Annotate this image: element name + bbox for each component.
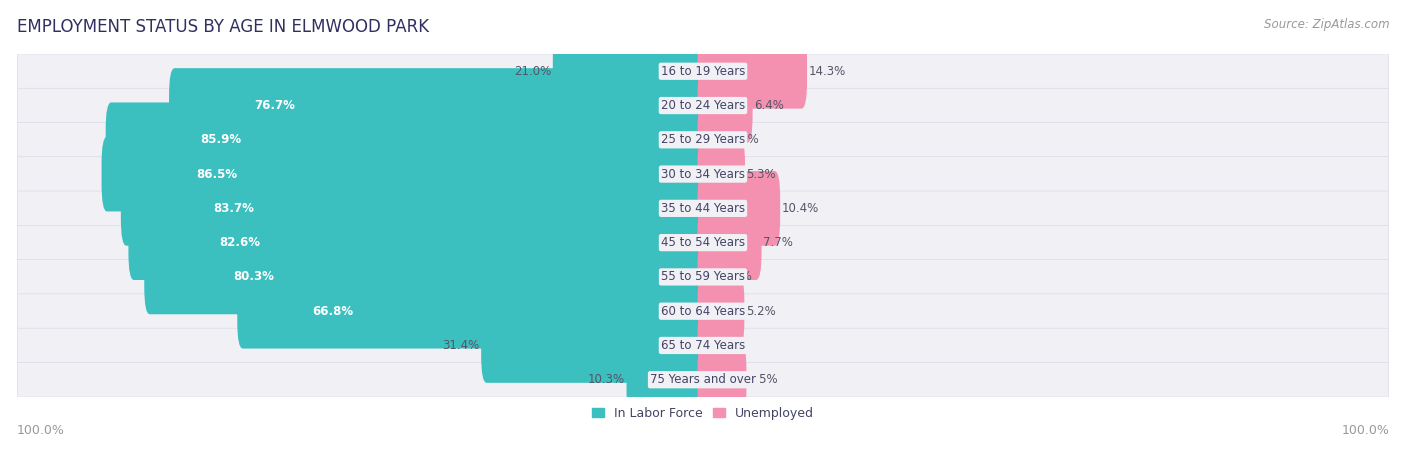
FancyBboxPatch shape <box>697 239 721 314</box>
Text: 85.9%: 85.9% <box>200 133 240 146</box>
FancyBboxPatch shape <box>105 102 709 177</box>
Text: 76.7%: 76.7% <box>254 99 295 112</box>
Text: 21.0%: 21.0% <box>515 65 551 78</box>
Text: 10.3%: 10.3% <box>588 373 626 386</box>
Text: 100.0%: 100.0% <box>17 424 65 437</box>
FancyBboxPatch shape <box>17 123 1389 157</box>
FancyBboxPatch shape <box>481 308 709 383</box>
Text: 7.7%: 7.7% <box>763 236 793 249</box>
FancyBboxPatch shape <box>17 363 1389 397</box>
Text: 25 to 29 Years: 25 to 29 Years <box>661 133 745 146</box>
Text: Source: ZipAtlas.com: Source: ZipAtlas.com <box>1264 18 1389 31</box>
FancyBboxPatch shape <box>697 342 747 417</box>
Text: 45 to 54 Years: 45 to 54 Years <box>661 236 745 249</box>
FancyBboxPatch shape <box>697 171 780 246</box>
Text: 100.0%: 100.0% <box>1341 424 1389 437</box>
FancyBboxPatch shape <box>121 171 709 246</box>
FancyBboxPatch shape <box>553 34 709 109</box>
Text: 31.4%: 31.4% <box>443 339 479 352</box>
Text: 5.3%: 5.3% <box>747 168 776 180</box>
Text: 10.4%: 10.4% <box>782 202 818 215</box>
FancyBboxPatch shape <box>697 102 728 177</box>
FancyBboxPatch shape <box>101 137 709 212</box>
FancyBboxPatch shape <box>697 205 762 280</box>
FancyBboxPatch shape <box>697 137 745 212</box>
Text: EMPLOYMENT STATUS BY AGE IN ELMWOOD PARK: EMPLOYMENT STATUS BY AGE IN ELMWOOD PARK <box>17 18 429 36</box>
FancyBboxPatch shape <box>697 34 807 109</box>
Text: 60 to 64 Years: 60 to 64 Years <box>661 305 745 318</box>
Text: 6.4%: 6.4% <box>754 99 785 112</box>
FancyBboxPatch shape <box>238 274 709 349</box>
Text: 5.2%: 5.2% <box>745 305 776 318</box>
FancyBboxPatch shape <box>17 157 1389 191</box>
FancyBboxPatch shape <box>17 294 1389 328</box>
Text: 80.3%: 80.3% <box>233 271 274 283</box>
FancyBboxPatch shape <box>697 68 752 143</box>
Text: 1.1%: 1.1% <box>717 339 748 352</box>
Text: 82.6%: 82.6% <box>219 236 260 249</box>
FancyBboxPatch shape <box>17 191 1389 226</box>
Text: 75 Years and over: 75 Years and over <box>650 373 756 386</box>
FancyBboxPatch shape <box>17 54 1389 88</box>
Text: 16 to 19 Years: 16 to 19 Years <box>661 65 745 78</box>
Text: 55 to 59 Years: 55 to 59 Years <box>661 271 745 283</box>
FancyBboxPatch shape <box>17 260 1389 294</box>
FancyBboxPatch shape <box>145 239 709 314</box>
FancyBboxPatch shape <box>697 274 744 349</box>
FancyBboxPatch shape <box>697 308 716 383</box>
FancyBboxPatch shape <box>17 88 1389 123</box>
Text: 30 to 34 Years: 30 to 34 Years <box>661 168 745 180</box>
Text: 20 to 24 Years: 20 to 24 Years <box>661 99 745 112</box>
FancyBboxPatch shape <box>627 342 709 417</box>
FancyBboxPatch shape <box>128 205 709 280</box>
Text: 83.7%: 83.7% <box>212 202 253 215</box>
Text: 86.5%: 86.5% <box>197 168 238 180</box>
Legend: In Labor Force, Unemployed: In Labor Force, Unemployed <box>586 402 820 425</box>
FancyBboxPatch shape <box>17 328 1389 363</box>
Text: 1.9%: 1.9% <box>723 271 752 283</box>
Text: 65 to 74 Years: 65 to 74 Years <box>661 339 745 352</box>
Text: 66.8%: 66.8% <box>312 305 353 318</box>
Text: 14.3%: 14.3% <box>808 65 845 78</box>
FancyBboxPatch shape <box>17 226 1389 260</box>
Text: 35 to 44 Years: 35 to 44 Years <box>661 202 745 215</box>
FancyBboxPatch shape <box>169 68 709 143</box>
Text: 2.8%: 2.8% <box>730 133 759 146</box>
Text: 5.5%: 5.5% <box>748 373 778 386</box>
